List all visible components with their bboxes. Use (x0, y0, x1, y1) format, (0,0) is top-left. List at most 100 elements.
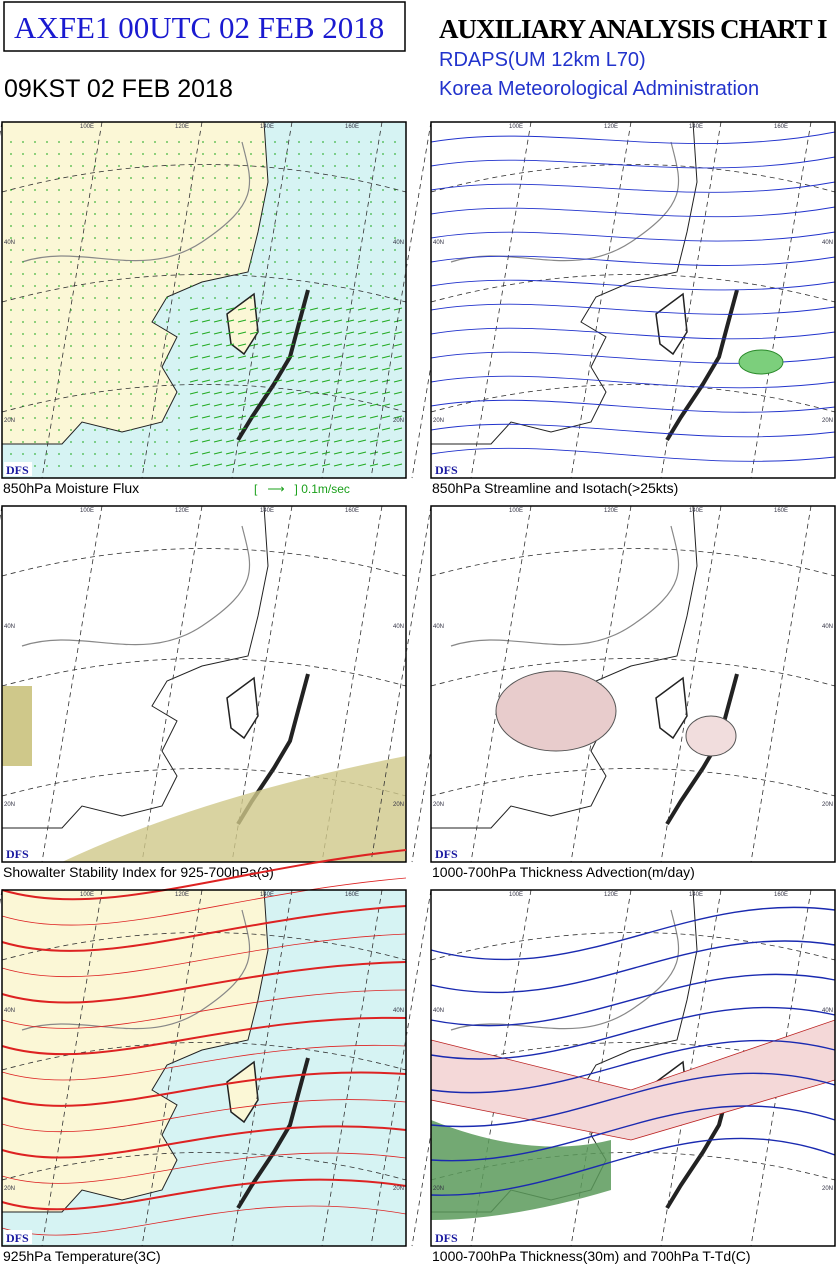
flux-arrow (357, 391, 367, 395)
flux-arrow (345, 403, 355, 407)
lon-label: 160E (774, 892, 788, 898)
graticule (430, 548, 836, 577)
flux-arrow (333, 307, 343, 311)
flux-arrow (357, 331, 367, 335)
flux-arrow (213, 319, 223, 323)
flux-arrow (357, 463, 367, 467)
flux-arrow (393, 451, 403, 455)
flux-arrow (345, 391, 355, 395)
flux-arrow (333, 331, 343, 335)
flux-arrow (333, 391, 343, 395)
flux-arrow (261, 307, 271, 311)
flux-arrow (189, 343, 199, 347)
badge: DFS (435, 1231, 458, 1245)
isotherm (1, 1044, 407, 1081)
isotherm (1, 1016, 407, 1056)
lon-label: 120E (604, 508, 618, 514)
flux-arrow (237, 403, 247, 407)
flux-arrow (285, 319, 295, 323)
lat-label: 20N (393, 1186, 404, 1192)
badge-bg (433, 846, 461, 860)
flux-arrow (297, 379, 307, 383)
flux-arrow (309, 439, 319, 443)
flux-arrow (381, 451, 391, 455)
lat-label: 40N (433, 624, 444, 630)
graticule (1, 384, 407, 413)
flux-arrow (357, 439, 367, 443)
flux-arrow (297, 415, 307, 419)
lon-label: 140E (260, 892, 274, 898)
graticule (1, 932, 407, 961)
lon-label: 140E (689, 892, 703, 898)
flux-arrow (189, 379, 199, 383)
lon-label: 100E (80, 892, 94, 898)
flux-arrow (333, 439, 343, 443)
flux-arrow (321, 319, 331, 323)
flux-arrow (273, 403, 283, 407)
flux-arrow (369, 331, 379, 335)
flux-arrow (261, 355, 271, 359)
isotherm (1, 1099, 407, 1133)
flux-arrow (321, 439, 331, 443)
flux-arrow (393, 403, 403, 407)
graticule (470, 121, 532, 479)
flux-arrow (237, 463, 247, 467)
flux-arrow (357, 367, 367, 371)
isotherm (1, 1125, 407, 1159)
flux-arrow (321, 463, 331, 467)
map-panel: 100E 120E 140E 160E 40N 40N 20N 20N DFS (0, 505, 473, 863)
flux-arrow (345, 427, 355, 431)
panel-caption: 1000-700hPa Thickness Advection(m/day) (432, 864, 695, 880)
flux-arrow (357, 307, 367, 311)
flux-arrow (273, 415, 283, 419)
flux-arrow (345, 343, 355, 347)
graticule (1, 1152, 407, 1181)
flux-arrow (213, 451, 223, 455)
lon-label: 160E (345, 892, 359, 898)
flux-arrow (333, 379, 343, 383)
flux-arrow (285, 343, 295, 347)
advection-shade (495, 670, 617, 752)
panel-caption: 850hPa Streamline and Isotach(>25kts) (432, 480, 678, 496)
flux-arrow (321, 343, 331, 347)
isotherm (1, 1205, 407, 1236)
flux-arrow (309, 355, 319, 359)
flux-arrow (249, 451, 259, 455)
flux-arrow (249, 379, 259, 383)
stability-shade (62, 756, 406, 862)
graticule (660, 889, 722, 1247)
badge: DFS (435, 847, 458, 861)
lon-label: 100E (509, 124, 523, 130)
flux-arrow (237, 319, 247, 323)
lon-label: 120E (604, 124, 618, 130)
flux-arrow (357, 451, 367, 455)
flux-arrow (297, 319, 307, 323)
flux-arrow (273, 331, 283, 335)
flux-arrow (345, 439, 355, 443)
flux-arrow (189, 403, 199, 407)
coastline (236, 289, 310, 442)
flux-arrow (237, 367, 247, 371)
flux-arrow (225, 451, 235, 455)
graticule (570, 121, 632, 479)
stability-shade (2, 686, 32, 766)
flux-arrow (261, 343, 271, 347)
flux-arrow (321, 391, 331, 395)
flux-arrow (393, 319, 403, 323)
panel-frame (1, 889, 407, 1247)
flux-arrow (213, 379, 223, 383)
flux-arrow (321, 367, 331, 371)
flux-arrow (273, 391, 283, 395)
panel-frame (430, 121, 836, 479)
flux-arrow (381, 463, 391, 467)
flux-arrow (249, 343, 259, 347)
flux-arrow (369, 427, 379, 431)
streamline (430, 375, 836, 389)
graticule (430, 768, 836, 797)
badge: DFS (6, 1231, 29, 1245)
flux-arrow (357, 415, 367, 419)
flux-legend: [ ⟶ ] 0.1m/sec (254, 482, 350, 496)
lon-label: 160E (345, 124, 359, 130)
flux-arrow (261, 415, 271, 419)
flux-arrow (369, 355, 379, 359)
